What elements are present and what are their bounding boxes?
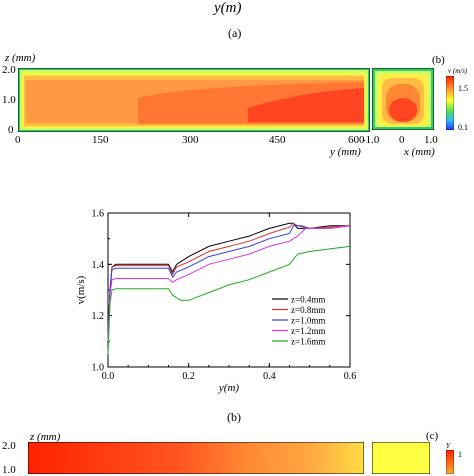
y-tick-label: 1.2 <box>92 311 105 322</box>
bottom-contour <box>28 442 364 474</box>
panel-a-y-label: y (mm) <box>330 146 361 158</box>
caption-b: (b) <box>227 410 241 424</box>
panel-a-y-tick: 300 <box>182 134 199 146</box>
velocity-line-chart: 0.0 0.2 0.4 0.6 1.0 1.2 1.4 1.6 y(m) v(m/s) z=0.4m… <box>75 209 357 395</box>
panel-b-cross-section <box>372 68 434 130</box>
legend-entry: z=0.4mm <box>291 295 325 305</box>
series-line <box>107 225 351 342</box>
bottom-colorbar-max: 1 <box>458 450 462 459</box>
panel-a-z-label: z (mm) <box>5 52 36 64</box>
panel-a-y-tick: 0 <box>15 134 21 146</box>
panel-b-x-tick: 1.0 <box>424 134 438 146</box>
top-axis-label: y(m) <box>214 0 242 16</box>
panel-a-z-tick: 2.0 <box>2 64 16 76</box>
panel-a-z-tick: 0 <box>8 124 14 136</box>
panel-b-colorbar-max: 1.5 <box>458 84 468 93</box>
x-tick-label: 0.4 <box>263 371 276 382</box>
legend-entry: z=1.6mm <box>291 337 325 347</box>
panel-b-tag: (b) <box>432 54 445 66</box>
x-tick-label: 0.6 <box>344 371 357 382</box>
panel-b-x-tick: -1.0 <box>362 134 380 146</box>
y-tick-label: 1.4 <box>92 260 105 271</box>
bottom-tag: (c) <box>426 430 439 442</box>
y-tick-label: 1.0 <box>92 363 105 374</box>
bottom-colorbar-title: Y <box>446 442 450 450</box>
bottom-z-tick: 2.0 <box>2 440 16 452</box>
y-tick-label: 1.6 <box>92 209 105 220</box>
panel-b-x-label: x (mm) <box>404 146 435 158</box>
legend-entry: z=1.2mm <box>291 326 325 336</box>
bottom-colorbar <box>446 450 454 474</box>
panel-a-z-tick: 1.0 <box>2 94 16 106</box>
panel-b-x-tick: 0 <box>399 134 405 146</box>
panel-b-colorbar-min: 0.1 <box>458 123 468 132</box>
series-line <box>107 225 351 342</box>
bottom-z-label: z (mm) <box>30 431 61 443</box>
panel-b-colorbar-title: v (m/s) <box>448 67 468 75</box>
series-line <box>107 245 351 355</box>
x-tick-label: 0.2 <box>182 371 195 382</box>
panel-a-y-tick: 600 <box>348 134 365 146</box>
legend-entry: z=0.8mm <box>291 305 325 315</box>
x-tick-label: 0.0 <box>102 371 115 382</box>
y-axis-label: v(m/s) <box>75 275 87 304</box>
panel-a-y-tick: 450 <box>269 134 286 146</box>
x-axis-label: y(m) <box>218 382 239 394</box>
bottom-inset <box>372 442 430 474</box>
legend-entry: z=1.0mm <box>291 316 325 326</box>
panel-a-contour <box>18 68 370 132</box>
panel-a-y-tick: 150 <box>92 134 109 146</box>
bottom-z-tick: 1.0 <box>2 464 16 476</box>
series-line <box>107 222 350 342</box>
caption-a: (a) <box>228 26 242 40</box>
panel-b-colorbar <box>446 76 454 130</box>
